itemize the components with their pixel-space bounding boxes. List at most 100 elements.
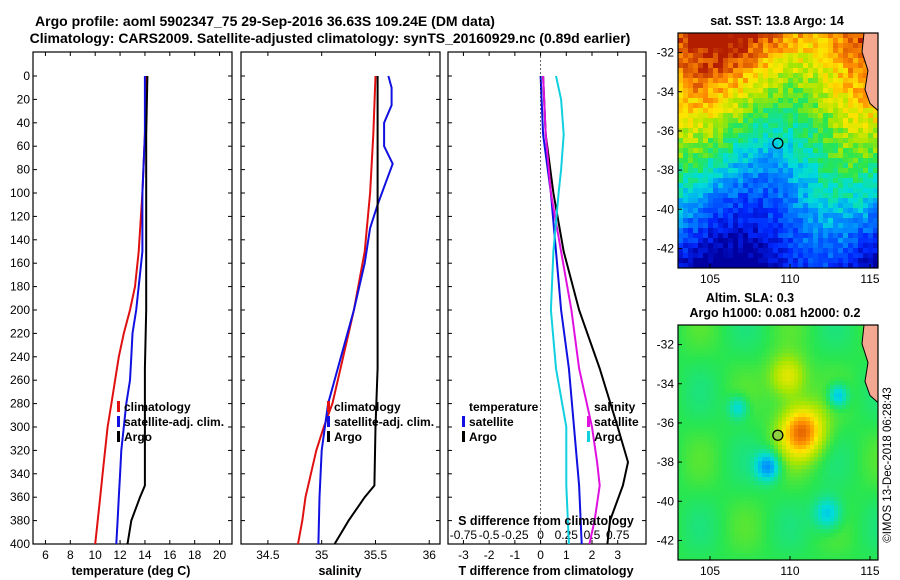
map-cell: [743, 88, 749, 94]
map-cell: [762, 377, 767, 382]
map-cell: [773, 58, 779, 64]
map-cell: [702, 445, 707, 450]
map-cell: [850, 489, 855, 494]
map-cell: [766, 353, 771, 358]
map-cell: [803, 263, 809, 268]
map-cell: [770, 505, 775, 510]
map-cell: [778, 33, 784, 39]
map-cell: [743, 188, 749, 194]
map-cell: [758, 417, 763, 422]
map-cell: [790, 497, 795, 502]
sla-map-subtitle: Argo h1000: 0.081 h2000: 0.2: [690, 306, 861, 320]
map-cell: [858, 223, 864, 229]
map-cell: [826, 409, 831, 414]
map-cell: [702, 521, 707, 526]
map-cell: [758, 83, 764, 89]
map-cell: [702, 509, 707, 514]
map-cell: [798, 43, 804, 49]
map-cell: [733, 238, 739, 244]
map-cell: [858, 341, 863, 346]
map-cell: [768, 43, 774, 49]
map-cell: [710, 505, 715, 510]
map-cell: [726, 401, 731, 406]
map-cell: [698, 441, 703, 446]
map-cell: [746, 449, 751, 454]
map-cell: [788, 248, 794, 254]
map-cell: [733, 228, 739, 234]
map-cell: [726, 433, 731, 438]
map-cell: [786, 537, 791, 542]
map-cell: [853, 73, 859, 79]
map-cell: [693, 58, 699, 64]
map-cell: [826, 485, 831, 490]
map-cell: [730, 365, 735, 370]
map-cell: [686, 457, 691, 462]
map-cell: [842, 537, 847, 542]
map-cell: [838, 505, 843, 510]
map-cell: [853, 48, 859, 54]
map-cell: [753, 108, 759, 114]
map-cell: [690, 449, 695, 454]
map-cell: [818, 258, 824, 264]
map-cell: [682, 329, 687, 334]
map-cell: [850, 353, 855, 358]
map-cell: [694, 429, 699, 434]
map-cell: [742, 341, 747, 346]
map-cell: [682, 337, 687, 342]
map-cell: [702, 481, 707, 486]
map-cell: [698, 128, 704, 134]
map-cell: [743, 168, 749, 174]
map-cell: [854, 369, 859, 374]
map-cell: [686, 437, 691, 442]
map-cell: [718, 405, 723, 410]
map-cell: [706, 453, 711, 458]
map-cell: [802, 485, 807, 490]
map-cell: [706, 353, 711, 358]
map-cell: [722, 385, 727, 390]
map-cell: [726, 441, 731, 446]
map-cell: [808, 68, 814, 74]
map-cell: [683, 63, 689, 69]
map-cell: [706, 377, 711, 382]
map-cell: [762, 501, 767, 506]
map-cell: [714, 461, 719, 466]
map-cell: [726, 361, 731, 366]
map-cell: [813, 88, 819, 94]
map-cell: [690, 433, 695, 438]
map-cell: [842, 445, 847, 450]
map-cell: [778, 413, 783, 418]
map-cell: [862, 485, 867, 490]
map-cell: [838, 421, 843, 426]
map-cell: [738, 389, 743, 394]
map-cell: [813, 143, 819, 149]
map-cell: [698, 73, 704, 79]
map-cell: [854, 345, 859, 350]
map-cell: [830, 329, 835, 334]
map-cell: [754, 433, 759, 438]
map-cell: [798, 509, 803, 514]
map-cell: [726, 365, 731, 370]
map-cell: [706, 545, 711, 550]
map-cell: [758, 58, 764, 64]
map-cell: [774, 517, 779, 522]
map-cell: [750, 493, 755, 498]
map-cell: [790, 333, 795, 338]
map-cell: [778, 449, 783, 454]
map-cell: [678, 397, 683, 402]
map-cell: [723, 243, 729, 249]
top-x-tick-label: 0.75: [606, 528, 630, 542]
map-cell: [854, 413, 859, 418]
map-cell: [726, 509, 731, 514]
map-cell: [818, 253, 824, 259]
map-cell: [813, 198, 819, 204]
y-tick-label: 280: [10, 397, 30, 411]
map-cell: [682, 473, 687, 478]
map-cell: [710, 509, 715, 514]
map-cell: [710, 337, 715, 342]
map-cell: [706, 333, 711, 338]
map-cell: [770, 493, 775, 498]
map-cell: [782, 453, 787, 458]
map-cell: [874, 461, 878, 466]
map-cell: [698, 103, 704, 109]
map-cell: [798, 377, 803, 382]
